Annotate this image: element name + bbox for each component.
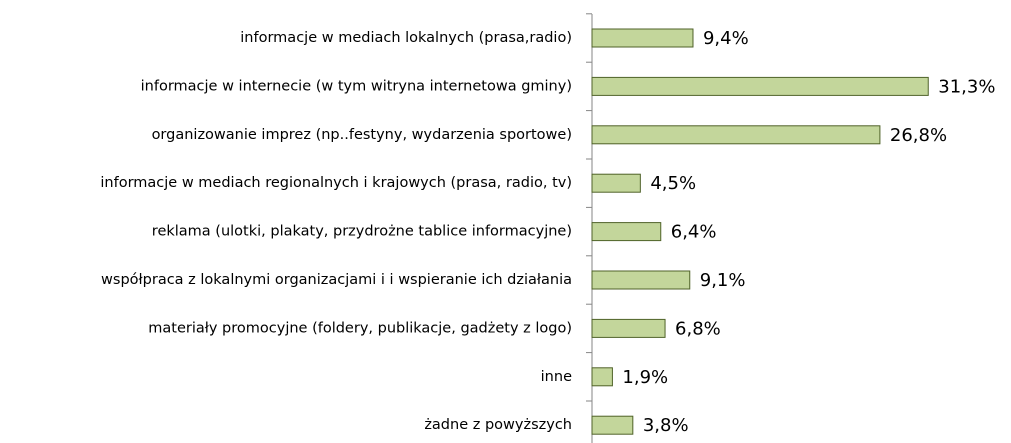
category-label: informacje w mediach lokalnych (prasa,ra… — [240, 30, 572, 46]
value-label: 3,8% — [643, 415, 689, 436]
value-label: 6,4% — [671, 222, 717, 243]
bar — [591, 76, 929, 96]
category-label: reklama (ulotki, plakaty, przydrożne tab… — [152, 224, 572, 240]
category-label: współpraca z lokalnymi organizacjami i i… — [101, 272, 572, 288]
value-label: 6,8% — [675, 318, 721, 339]
category-label: informacje w internecie (w tym witryna i… — [141, 78, 572, 94]
value-label: 31,3% — [938, 76, 995, 97]
value-label: 9,1% — [700, 270, 746, 291]
bar — [591, 318, 666, 338]
value-label: 26,8% — [890, 125, 947, 146]
bar — [591, 270, 691, 290]
bar — [591, 28, 694, 48]
bar — [591, 367, 613, 387]
category-label: żadne z powyższych — [424, 417, 572, 433]
bar — [591, 125, 881, 145]
bar — [591, 173, 641, 193]
value-label: 4,5% — [650, 173, 696, 194]
category-label: organizowanie imprez (np..festyny, wydar… — [152, 127, 572, 143]
bar — [591, 415, 634, 435]
category-label: inne — [541, 369, 572, 385]
value-label: 9,4% — [703, 28, 749, 49]
category-label: informacje w mediach regionalnych i kraj… — [100, 175, 572, 191]
value-label: 1,9% — [622, 367, 668, 388]
bar — [591, 222, 662, 242]
category-label: materiały promocyjne (foldery, publikacj… — [148, 320, 572, 336]
